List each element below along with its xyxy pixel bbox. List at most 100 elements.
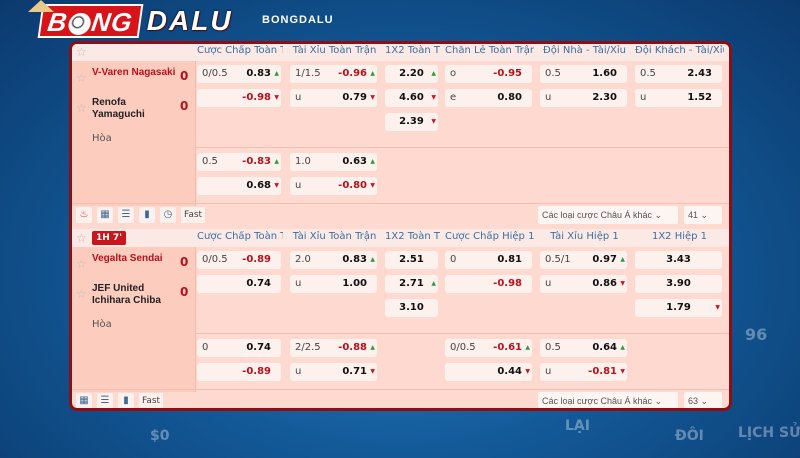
odds-cell[interactable]: u 0.71 ▼ bbox=[290, 363, 377, 381]
arrow-up-icon: ▲ bbox=[620, 256, 625, 263]
odds-cell[interactable]: 0.5 1.60 bbox=[540, 65, 627, 83]
arrow-down-icon: ▼ bbox=[525, 368, 530, 375]
odds-value: 4.60 bbox=[399, 92, 424, 103]
arrow-down-icon: ▼ bbox=[274, 94, 279, 101]
team-name[interactable]: JEF United Ichihara Chiba bbox=[92, 283, 161, 306]
odds-value: -0.95 bbox=[493, 68, 522, 79]
market-select[interactable]: Các loại cược Châu Á khác ⌄ bbox=[538, 392, 678, 408]
odds-cell[interactable]: 2.71 ▲ bbox=[385, 275, 438, 293]
fire-icon[interactable]: ♨ bbox=[76, 207, 92, 223]
favorite-star-icon[interactable]: ☆ bbox=[76, 231, 87, 245]
odds-cell[interactable]: 0/0.5 0.83 ▲ bbox=[197, 65, 281, 83]
grid-icon[interactable]: ▦ bbox=[97, 207, 113, 223]
team-name[interactable]: V-Varen Nagasaki bbox=[92, 67, 176, 78]
odds-cell[interactable]: 3.90 bbox=[635, 275, 722, 293]
fast-button[interactable]: Fast bbox=[139, 393, 164, 408]
clock-icon[interactable]: ◷ bbox=[160, 207, 176, 223]
arrow-down-icon: ▼ bbox=[370, 368, 375, 375]
odds-cell[interactable]: 0.5 2.43 bbox=[635, 65, 722, 83]
odds-cell[interactable]: 0 0.81 bbox=[445, 251, 532, 269]
favorite-star-icon[interactable]: ☆ bbox=[76, 257, 87, 271]
odds-line: u bbox=[545, 278, 552, 289]
list-icon[interactable]: ☰ bbox=[97, 393, 113, 408]
arrow-up-icon: ▲ bbox=[370, 344, 375, 351]
odds-line: u bbox=[295, 366, 302, 377]
odds-cell[interactable]: 0.5 -0.83 ▲ bbox=[197, 153, 281, 171]
odds-cell[interactable]: 3.43 bbox=[635, 251, 722, 269]
favorite-star-icon[interactable]: ☆ bbox=[76, 101, 87, 115]
count-select[interactable]: 41 ⌄ bbox=[684, 206, 722, 224]
draw-label: Hòa bbox=[92, 133, 112, 144]
odds-value: 2.51 bbox=[399, 254, 424, 265]
chart-icon[interactable]: ▮ bbox=[139, 207, 155, 223]
odds-cell[interactable]: 1.0 0.63 ▲ bbox=[290, 153, 377, 171]
odds-cell[interactable]: -0.98 ▼ bbox=[197, 89, 281, 107]
odds-cell[interactable]: 0.5/1 0.97 ▲ bbox=[540, 251, 627, 269]
odds-cell[interactable]: 2.39 ▼ bbox=[385, 113, 438, 131]
odds-cell[interactable]: u 1.52 bbox=[635, 89, 722, 107]
odds-cell[interactable]: 0.68 ▼ bbox=[197, 177, 281, 195]
odds-line: 0 bbox=[450, 254, 457, 265]
odds-line: 0 bbox=[202, 342, 209, 353]
odds-cell[interactable]: -0.98 bbox=[445, 275, 532, 293]
odds-cell[interactable]: o -0.95 bbox=[445, 65, 532, 83]
odds-cell[interactable]: 2.0 0.83 ▲ bbox=[290, 251, 377, 269]
arrow-down-icon: ▼ bbox=[431, 94, 436, 101]
arrow-up-icon: ▲ bbox=[620, 344, 625, 351]
fast-button[interactable]: Fast bbox=[181, 207, 206, 223]
odds-value: 0.86 bbox=[592, 278, 617, 289]
odds-value: 0.81 bbox=[497, 254, 522, 265]
team-score: 0 bbox=[180, 255, 189, 269]
favorite-star-icon[interactable]: ☆ bbox=[76, 45, 87, 59]
odds-cell[interactable]: 4.60 ▼ bbox=[385, 89, 438, 107]
count-select-value: 41 bbox=[688, 210, 699, 220]
odds-value: 0.80 bbox=[497, 92, 522, 103]
arrow-down-icon: ▼ bbox=[620, 368, 625, 375]
team-name[interactable]: Renofa Yamaguchi bbox=[92, 97, 145, 120]
favorite-star-icon[interactable]: ☆ bbox=[76, 287, 87, 301]
odds-cell[interactable]: u -0.81 ▼ bbox=[540, 363, 627, 381]
odds-cell[interactable]: 2.20 ▲ bbox=[385, 65, 438, 83]
odds-cell[interactable]: u 2.30 bbox=[540, 89, 627, 107]
odds-value: -0.83 bbox=[242, 156, 271, 167]
grid-icon[interactable]: ▦ bbox=[76, 393, 92, 408]
odds-cell[interactable]: u 1.00 bbox=[290, 275, 377, 293]
arrow-down-icon: ▼ bbox=[715, 304, 720, 311]
column-header: Cược Chấp Toàn T... bbox=[197, 45, 283, 56]
odds-cell[interactable]: 0.44 ▼ bbox=[445, 363, 532, 381]
odds-cell[interactable]: u 0.86 ▼ bbox=[540, 275, 627, 293]
odds-cell[interactable]: -0.89 bbox=[197, 363, 281, 381]
odds-value: 1.00 bbox=[342, 278, 367, 289]
market-select[interactable]: Các loại cược Châu Á khác ⌄ bbox=[538, 206, 678, 224]
odds-cell[interactable]: 0/0.5 -0.89 bbox=[197, 251, 281, 269]
team-score: 0 bbox=[180, 99, 189, 113]
chart-icon[interactable]: ▮ bbox=[118, 393, 134, 408]
odds-value: 3.90 bbox=[666, 278, 691, 289]
odds-cell[interactable]: e 0.80 bbox=[445, 89, 532, 107]
odds-line: 0.5 bbox=[545, 68, 561, 79]
count-select[interactable]: 63 ⌄ bbox=[684, 392, 722, 408]
odds-cell[interactable]: 0/0.5 -0.61 ▲ bbox=[445, 339, 532, 357]
column-header: Tài Xỉu Hiệp 1 bbox=[550, 231, 619, 242]
odds-cell[interactable]: 1/1.5 -0.96 ▲ bbox=[290, 65, 377, 83]
odds-cell[interactable]: 0 0.74 bbox=[197, 339, 281, 357]
favorite-star-icon[interactable]: ☆ bbox=[76, 71, 87, 85]
team-name[interactable]: Vegalta Sendai bbox=[92, 253, 163, 264]
arrow-up-icon: ▲ bbox=[431, 70, 436, 77]
odds-line: o bbox=[450, 68, 457, 79]
odds-cell[interactable]: 0.74 bbox=[197, 275, 281, 293]
odds-value: -0.89 bbox=[242, 254, 271, 265]
odds-cell[interactable]: u 0.79 ▼ bbox=[290, 89, 377, 107]
match-toolbar: ▦ ☰ ▮ Fast Các loại cược Châu Á khác ⌄ 63 ⌄ bbox=[72, 389, 729, 408]
odds-cell[interactable]: 3.10 bbox=[385, 299, 438, 317]
list-icon[interactable]: ☰ bbox=[118, 207, 134, 223]
odds-cell[interactable]: 2.51 bbox=[385, 251, 438, 269]
odds-cell[interactable]: 2/2.5 -0.88 ▲ bbox=[290, 339, 377, 357]
arrow-up-icon: ▲ bbox=[274, 70, 279, 77]
odds-line: u bbox=[545, 366, 552, 377]
odds-cell[interactable]: 1.79 ▼ bbox=[635, 299, 722, 317]
live-time-badge: 1H 7' bbox=[92, 231, 126, 245]
odds-cell[interactable]: u -0.80 ▼ bbox=[290, 177, 377, 195]
market-select-value: Các loại cược Châu Á khác bbox=[542, 396, 652, 406]
odds-cell[interactable]: 0.5 0.64 ▲ bbox=[540, 339, 627, 357]
